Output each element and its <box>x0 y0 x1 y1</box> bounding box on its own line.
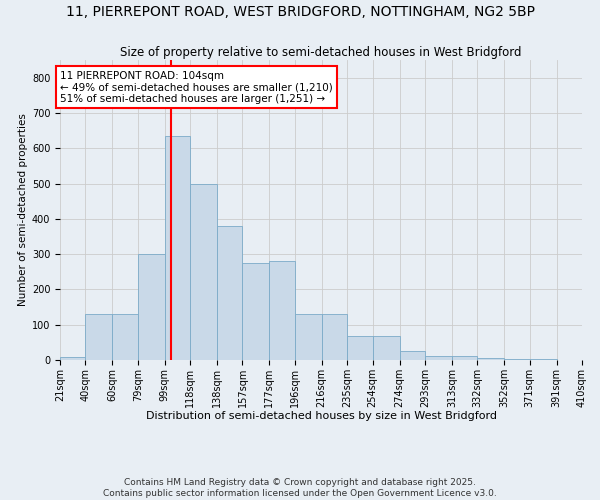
Bar <box>425 356 452 360</box>
Bar <box>322 314 347 360</box>
Bar <box>60 357 85 360</box>
Bar <box>347 336 373 360</box>
Y-axis label: Number of semi-detached properties: Number of semi-detached properties <box>17 114 28 306</box>
Text: 11 PIERREPONT ROAD: 104sqm
← 49% of semi-detached houses are smaller (1,210)
51%: 11 PIERREPONT ROAD: 104sqm ← 49% of semi… <box>60 70 333 104</box>
Bar <box>478 358 504 360</box>
Bar <box>295 314 322 360</box>
Bar <box>112 314 138 360</box>
Title: Size of property relative to semi-detached houses in West Bridgford: Size of property relative to semi-detach… <box>120 46 522 59</box>
X-axis label: Distribution of semi-detached houses by size in West Bridgford: Distribution of semi-detached houses by … <box>146 411 497 421</box>
Text: Contains HM Land Registry data © Crown copyright and database right 2025.
Contai: Contains HM Land Registry data © Crown c… <box>103 478 497 498</box>
Bar <box>373 336 400 360</box>
Bar <box>138 254 164 360</box>
Bar <box>190 184 217 360</box>
Text: 11, PIERREPONT ROAD, WEST BRIDGFORD, NOTTINGHAM, NG2 5BP: 11, PIERREPONT ROAD, WEST BRIDGFORD, NOT… <box>65 5 535 19</box>
Bar <box>269 261 295 360</box>
Bar <box>400 351 425 360</box>
Bar <box>452 356 478 360</box>
Bar <box>164 136 190 360</box>
Bar <box>504 358 530 360</box>
Bar <box>242 263 269 360</box>
Bar <box>217 226 242 360</box>
Bar <box>85 314 112 360</box>
